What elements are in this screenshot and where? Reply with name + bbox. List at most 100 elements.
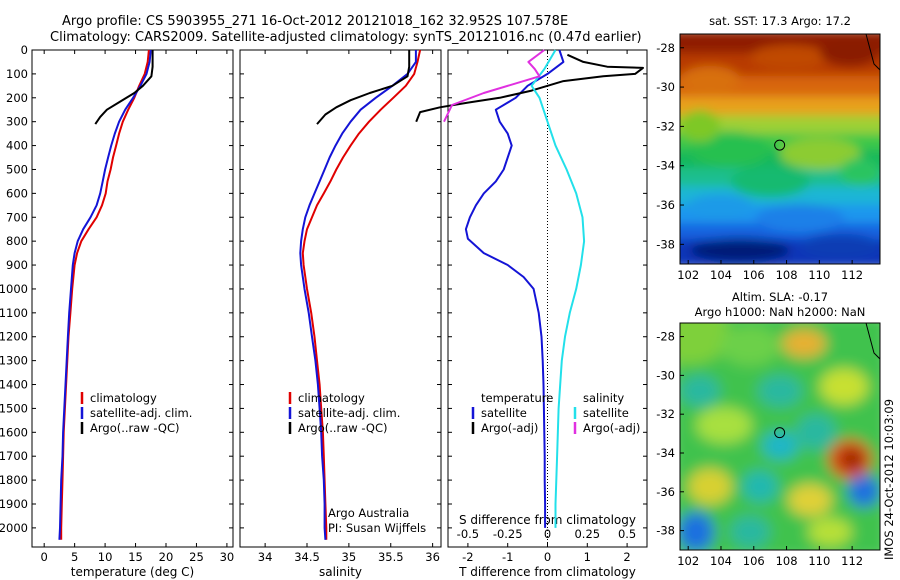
sla-blob (680, 375, 720, 408)
sla-blob (758, 375, 802, 408)
ytick-label: 1400 (0, 378, 28, 392)
map-xtick-label: 112 (841, 554, 863, 568)
sla-blob (796, 413, 836, 450)
ytick-label: 1900 (0, 497, 28, 511)
map-ytick-label: -28 (656, 330, 675, 344)
sst-blob (750, 45, 830, 69)
sst-blob (730, 165, 810, 198)
xtick-label: 34.5 (294, 550, 320, 564)
sla-map-subtitle: Argo h1000: NaN h2000: NaN (695, 305, 866, 319)
ytick-label: 0 (21, 43, 28, 57)
sst-blob (690, 238, 790, 263)
legend-title-salinity: salinity (583, 391, 624, 405)
series-satellite-temperature (464, 49, 565, 528)
map-ytick-label: -34 (656, 159, 675, 173)
sst-blob (840, 158, 880, 186)
ytick-label: 1200 (0, 330, 28, 344)
sst-blob (756, 204, 844, 232)
legend-label: satellite-adj. clim. (298, 406, 400, 420)
series-argo-raw-qc- (94, 50, 154, 125)
series-climatology (301, 49, 422, 540)
xtick-label: 0 (544, 550, 551, 564)
ytick-label: 600 (6, 186, 28, 200)
sst-blob (820, 38, 880, 67)
argo-float-marker (774, 139, 786, 151)
map-xtick-label: 108 (776, 268, 798, 282)
sla-blob (742, 470, 778, 503)
map-frame (679, 322, 881, 551)
argo-float-marker (774, 427, 786, 439)
map-xtick-label: 108 (776, 554, 798, 568)
xtick-label: 0 (41, 550, 48, 564)
series-argo-raw-qc- (316, 50, 411, 125)
salinity-tick-label: -0.5 (457, 527, 479, 541)
xtick-label: 15 (128, 550, 143, 564)
xtick-label: -2 (462, 550, 473, 564)
xtick-label: 1 (584, 550, 591, 564)
sla-blob (808, 517, 852, 546)
legend-label: Argo(-adj) (583, 421, 640, 435)
salinity-tick-label: 0.5 (618, 527, 636, 541)
axes-box (31, 49, 234, 548)
ytick-label: 300 (6, 115, 28, 129)
ytick-label: 1100 (0, 306, 28, 320)
xtick-label: 35 (342, 550, 357, 564)
sla-blob (680, 511, 714, 550)
sla-blob (820, 368, 868, 405)
map-field (680, 323, 880, 550)
sla-blob (762, 431, 798, 460)
xtick-label: -1 (502, 550, 513, 564)
map-xtick-label: 110 (808, 554, 830, 568)
axes-box (239, 49, 442, 548)
map-ytick-label: -30 (656, 368, 675, 382)
map-xtick-label: 106 (743, 554, 765, 568)
series-argo-adj--temperature (415, 53, 644, 123)
salinity-tick-label: 0 (544, 527, 551, 541)
map-ytick-label: -32 (656, 119, 675, 133)
map-xtick-label: 110 (808, 268, 830, 282)
legend-label: satellite-adj. clim. (90, 406, 192, 420)
sst-map-title: sat. SST: 17.3 Argo: 17.2 (709, 14, 851, 28)
sst-blob (680, 66, 740, 94)
legend-label: climatology (90, 391, 157, 405)
sla-blob (788, 484, 832, 517)
salinity-axis-label: S difference from climatology (459, 513, 636, 527)
salinity-tick-label: -0.25 (493, 527, 523, 541)
legend-label: climatology (298, 391, 365, 405)
legend-title-temperature: temperature (481, 391, 553, 405)
ytick-label: 2000 (0, 521, 28, 535)
sla-blob (782, 329, 826, 358)
map-xtick-label: 102 (677, 268, 699, 282)
sla-blob (680, 323, 730, 365)
sst-blob (686, 194, 754, 219)
panel-salinity: 34 34.5 35 35.5 36 salinity climatologysatelli… (239, 49, 442, 579)
sst-blob (780, 137, 860, 170)
ytick-label: 1800 (0, 473, 28, 487)
ytick-label: 500 (6, 162, 28, 176)
legend-label: satellite (583, 406, 629, 420)
map-sla_map: 102 104 106 108 110 112 -28 -30 -32 -34 -36 -38 Alti… (656, 290, 881, 568)
map-ytick-label: -28 (656, 41, 675, 55)
sla-blob (720, 325, 780, 366)
ytick-label: 400 (6, 139, 28, 153)
ytick-label: 1600 (0, 425, 28, 439)
map-xtick-label: 106 (743, 268, 765, 282)
legend-label: Argo(..raw -QC) (90, 421, 180, 435)
map-sst_map: 102 104 106 108 110 112 -28 -30 -32 -34 -36 -38 sat.… (656, 14, 881, 282)
xtick-label: 20 (159, 550, 174, 564)
header-line1: Argo profile: CS 5903955_271 16-Oct-2012… (62, 14, 569, 29)
sst-blob (680, 110, 720, 142)
legend-label: satellite (481, 406, 527, 420)
ytick-label: 1300 (0, 354, 28, 368)
map-xtick-label: 102 (677, 554, 699, 568)
xtick-label: 36 (425, 550, 440, 564)
map-xtick-label: 112 (841, 268, 863, 282)
map-ytick-label: -36 (656, 198, 675, 212)
x-axis-label: temperature (deg C) (71, 565, 194, 579)
ytick-label: 100 (6, 67, 28, 81)
sla-blob (696, 407, 752, 444)
sst-blob (800, 233, 880, 258)
series-satellite-salinity (530, 49, 586, 528)
